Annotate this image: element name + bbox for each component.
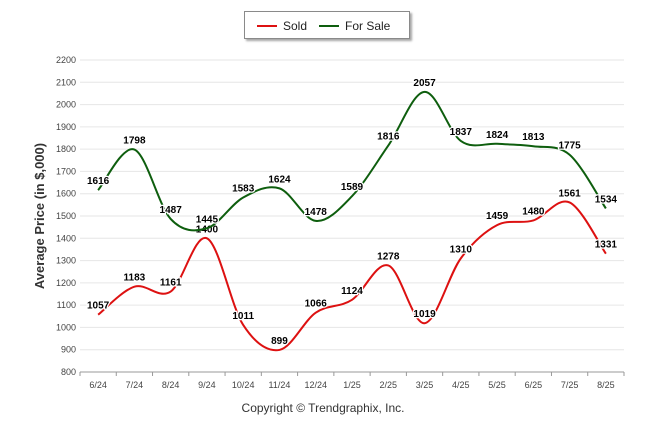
x-tick-label: 4/25 bbox=[452, 380, 470, 390]
y-tick-label: 1400 bbox=[56, 233, 76, 243]
y-tick-label: 2200 bbox=[56, 55, 76, 65]
x-tick-label: 2/25 bbox=[380, 380, 398, 390]
data-label-sold: 1459 bbox=[486, 211, 509, 222]
x-tick-label: 10/24 bbox=[232, 380, 255, 390]
data-label-for-sale: 1824 bbox=[486, 130, 509, 141]
x-tick-label: 3/25 bbox=[416, 380, 434, 390]
x-tick-label: 6/25 bbox=[525, 380, 543, 390]
y-tick-label: 1100 bbox=[57, 300, 76, 310]
data-label-sold: 1310 bbox=[450, 244, 473, 255]
data-label-for-sale: 2057 bbox=[413, 78, 436, 89]
data-label-for-sale: 1445 bbox=[196, 214, 219, 225]
data-label-sold: 1011 bbox=[232, 311, 254, 322]
legend-item-for-sale: For Sale bbox=[319, 18, 390, 34]
data-label-sold: 1057 bbox=[87, 301, 110, 312]
series-line-for-sale bbox=[97, 90, 607, 232]
data-label-for-sale: 1487 bbox=[160, 205, 183, 216]
y-tick-label: 1600 bbox=[56, 189, 76, 199]
x-tick-label: 8/25 bbox=[597, 380, 615, 390]
legend-label-sold: Sold bbox=[283, 19, 308, 33]
y-tick-label: 1900 bbox=[56, 122, 76, 132]
chart-legend: Sold For Sale bbox=[244, 11, 410, 39]
data-label-for-sale: 1837 bbox=[450, 127, 473, 138]
legend-item-sold: Sold bbox=[257, 18, 307, 34]
y-tick-label: 1500 bbox=[56, 211, 76, 221]
data-label-sold: 1561 bbox=[558, 188, 581, 199]
data-label-for-sale: 1816 bbox=[377, 132, 400, 143]
y-tick-label: 1000 bbox=[56, 322, 76, 332]
y-tick-label: 1700 bbox=[56, 166, 76, 176]
data-label-sold: 1161 bbox=[160, 278, 182, 289]
data-label-sold: 899 bbox=[271, 336, 288, 347]
data-label-for-sale: 1589 bbox=[341, 182, 364, 193]
data-label-for-sale: 1624 bbox=[268, 174, 291, 185]
x-tick-label: 1/25 bbox=[343, 380, 361, 390]
data-label-sold: 1066 bbox=[305, 299, 328, 310]
data-label-sold: 1400 bbox=[196, 224, 219, 235]
data-label-for-sale: 1583 bbox=[232, 184, 255, 195]
data-label-for-sale: 1616 bbox=[87, 176, 110, 187]
y-tick-label: 1800 bbox=[56, 144, 76, 154]
data-label-sold: 1278 bbox=[377, 251, 400, 262]
y-tick-label: 2000 bbox=[56, 100, 76, 110]
legend-swatch-for-sale bbox=[319, 25, 339, 27]
data-label-for-sale: 1534 bbox=[595, 194, 618, 205]
data-label-for-sale: 1775 bbox=[558, 141, 581, 152]
data-label-for-sale: 1813 bbox=[522, 132, 545, 143]
x-tick-label: 9/24 bbox=[198, 380, 216, 390]
y-tick-label: 800 bbox=[61, 367, 76, 377]
data-label-sold: 1124 bbox=[341, 286, 363, 297]
y-tick-label: 2100 bbox=[56, 77, 76, 87]
series-line-sold bbox=[97, 200, 607, 352]
x-tick-label: 6/24 bbox=[89, 380, 107, 390]
y-axis-title: Average Price (in $,000) bbox=[32, 143, 47, 289]
legend-swatch-sold bbox=[257, 25, 277, 27]
data-label-for-sale: 1478 bbox=[305, 207, 328, 218]
y-tick-label: 1300 bbox=[56, 256, 76, 266]
y-tick-label: 1200 bbox=[56, 278, 76, 288]
x-tick-label: 12/24 bbox=[304, 380, 327, 390]
legend-label-for-sale: For Sale bbox=[345, 19, 391, 33]
x-tick-label: 5/25 bbox=[488, 380, 506, 390]
data-label-sold: 1480 bbox=[522, 206, 545, 217]
x-tick-label: 7/25 bbox=[561, 380, 579, 390]
data-label-for-sale: 1798 bbox=[123, 136, 146, 147]
data-label-sold: 1331 bbox=[595, 240, 618, 251]
x-tick-label: 11/24 bbox=[269, 380, 291, 390]
x-tick-label: 8/24 bbox=[162, 380, 180, 390]
copyright-text: Copyright © Trendgraphix, Inc. bbox=[241, 401, 405, 415]
y-tick-label: 900 bbox=[61, 345, 76, 355]
data-label-sold: 1183 bbox=[124, 273, 146, 284]
data-label-sold: 1019 bbox=[413, 309, 436, 320]
x-tick-label: 7/24 bbox=[126, 380, 144, 390]
